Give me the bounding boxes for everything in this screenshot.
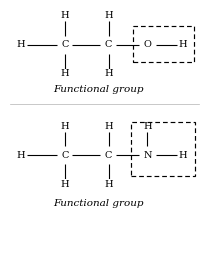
Text: H: H <box>104 11 113 20</box>
Text: H: H <box>60 180 69 189</box>
Text: H: H <box>104 122 113 131</box>
Text: H: H <box>17 40 25 49</box>
Text: H: H <box>143 122 152 131</box>
Text: H: H <box>178 151 187 160</box>
Text: N: N <box>143 151 152 160</box>
Text: H: H <box>60 122 69 131</box>
Text: H: H <box>104 69 113 78</box>
Text: H: H <box>17 151 25 160</box>
Text: H: H <box>104 180 113 189</box>
Text: C: C <box>105 40 112 49</box>
Text: H: H <box>178 40 187 49</box>
Bar <box>133 26 194 62</box>
Bar <box>131 122 195 176</box>
Text: O: O <box>143 40 151 49</box>
Text: C: C <box>61 40 69 49</box>
Text: H: H <box>60 69 69 78</box>
Text: Functional group: Functional group <box>53 199 144 208</box>
Text: C: C <box>61 151 69 160</box>
Text: C: C <box>105 151 112 160</box>
Text: Functional group: Functional group <box>53 85 144 94</box>
Text: H: H <box>60 11 69 20</box>
